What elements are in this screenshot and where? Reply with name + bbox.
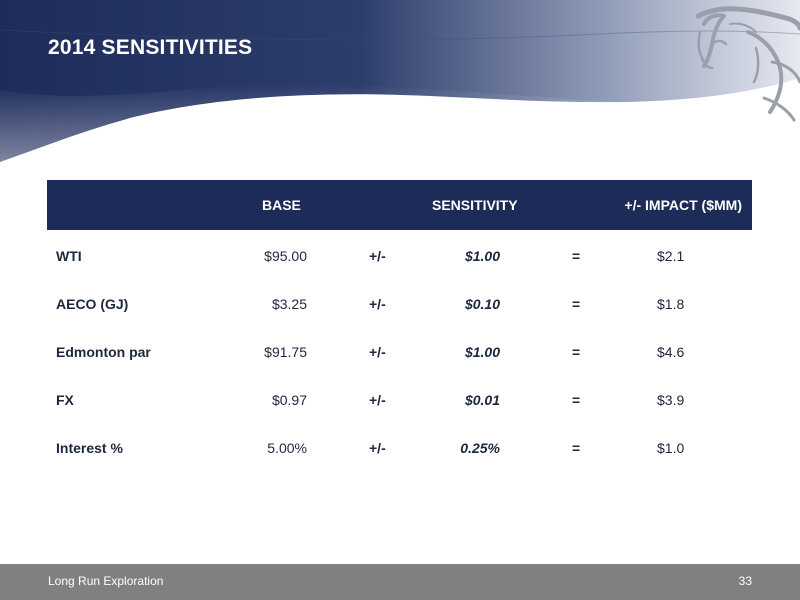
row-base-value: 5.00% <box>267 440 307 456</box>
row-impact-value: $4.6 <box>657 344 685 360</box>
table-row: Edmonton par $91.75 +/- $1.00 = $4.6 <box>47 326 752 374</box>
row-plus-minus: +/- <box>369 296 386 312</box>
row-equals: = <box>572 296 581 312</box>
row-label: Edmonton par <box>56 344 151 360</box>
row-equals: = <box>572 392 581 408</box>
row-sensitivity-value: $0.10 <box>464 296 500 312</box>
row-plus-minus: +/- <box>369 440 386 456</box>
row-label: Interest % <box>56 440 123 456</box>
row-sensitivity-value: $1.00 <box>464 248 500 264</box>
table-header-row: BASE SENSITIVITY +/- IMPACT ($MM) <box>47 180 752 230</box>
row-plus-minus: +/- <box>369 344 386 360</box>
row-label: AECO (GJ) <box>56 296 129 312</box>
row-sensitivity-value: 0.25% <box>460 440 500 456</box>
row-label: WTI <box>56 248 82 264</box>
row-sensitivity-value: $0.01 <box>464 392 500 408</box>
header-wave-banner <box>0 0 800 170</box>
row-plus-minus: +/- <box>369 248 386 264</box>
row-impact-value: $1.8 <box>657 296 685 312</box>
row-plus-minus: +/- <box>369 392 386 408</box>
footer-bar: Long Run Exploration 33 <box>0 564 800 600</box>
sensitivity-table: BASE SENSITIVITY +/- IMPACT ($MM) WTI $9… <box>47 180 752 470</box>
table-row: Interest % 5.00% +/- 0.25% = $1.0 <box>47 422 752 470</box>
row-base-value: $3.25 <box>271 296 307 312</box>
header-base: BASE <box>262 197 301 213</box>
row-equals: = <box>572 440 581 456</box>
row-equals: = <box>572 344 581 360</box>
row-base-value: $0.97 <box>271 392 307 408</box>
table-row: WTI $95.00 +/- $1.00 = $2.1 <box>47 230 752 278</box>
page-number: 33 <box>738 574 752 588</box>
row-label: FX <box>56 392 74 408</box>
row-impact-value: $3.9 <box>657 392 685 408</box>
table-row: FX $0.97 +/- $0.01 = $3.9 <box>47 374 752 422</box>
row-impact-value: $1.0 <box>657 440 685 456</box>
row-base-value: $95.00 <box>264 248 307 264</box>
row-equals: = <box>572 248 581 264</box>
row-sensitivity-value: $1.00 <box>464 344 500 360</box>
horse-head-logo-icon <box>695 6 800 122</box>
table-row: AECO (GJ) $3.25 +/- $0.10 = $1.8 <box>47 278 752 326</box>
row-impact-value: $2.1 <box>657 248 685 264</box>
header-impact: +/- IMPACT ($MM) <box>624 197 742 213</box>
row-base-value: $91.75 <box>264 344 307 360</box>
footer-company-name: Long Run Exploration <box>48 574 164 588</box>
header-sensitivity: SENSITIVITY <box>432 197 518 213</box>
slide-title: 2014 SENSITIVITIES <box>48 36 253 59</box>
